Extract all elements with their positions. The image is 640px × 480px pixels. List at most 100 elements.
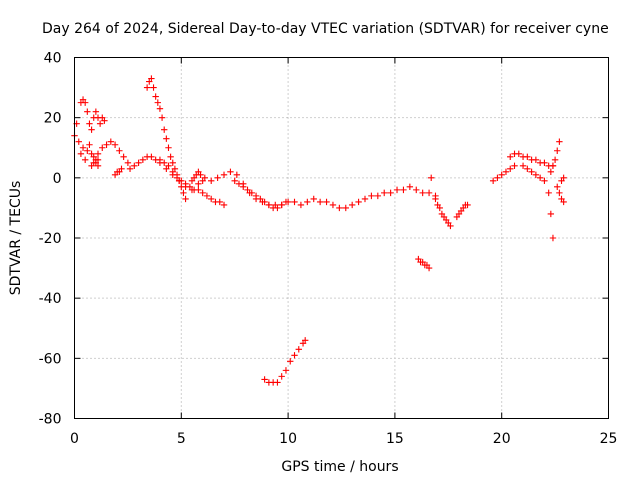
data-point (274, 379, 281, 386)
data-point (282, 367, 290, 374)
data-point (86, 120, 93, 127)
data-point (297, 201, 305, 209)
data-point (169, 159, 176, 166)
data-point (278, 373, 285, 380)
data-point (216, 198, 223, 206)
series-arc-t (554, 183, 567, 206)
data-point (163, 135, 170, 142)
y-tick-label: -80 (39, 412, 62, 428)
data-point (152, 93, 159, 100)
data-point (400, 186, 407, 194)
data-point (208, 177, 215, 185)
data-point (511, 162, 518, 169)
data-point (171, 165, 179, 173)
data-point (148, 153, 155, 160)
data-point (220, 171, 228, 179)
series-arc-p (489, 162, 518, 185)
data-point (79, 144, 87, 151)
data-point (235, 180, 243, 188)
data-point (148, 75, 155, 82)
data-point (240, 183, 247, 191)
data-point (118, 165, 125, 173)
chart-title: Day 264 of 2024, Sidereal Day-to-day VTE… (42, 21, 609, 37)
series-arc-k (261, 337, 309, 386)
data-point (556, 189, 563, 197)
series-arc-e (111, 165, 125, 179)
data-point (220, 201, 228, 209)
data-point (464, 201, 471, 209)
y-tick-label: 0 (53, 171, 62, 187)
data-point (143, 84, 151, 91)
series-arc-m (432, 195, 454, 230)
data-point (163, 165, 170, 173)
series-arc-j (231, 177, 290, 212)
series-arc-u (558, 174, 567, 185)
data-point (81, 156, 89, 163)
x-tick-label: 25 (600, 431, 618, 447)
data-point (507, 165, 514, 173)
series-arc-l (415, 255, 433, 272)
data-point (551, 156, 559, 163)
data-point (528, 168, 535, 176)
data-point (536, 174, 544, 182)
data-point (84, 147, 91, 154)
data-point (291, 198, 298, 206)
data-point (310, 195, 317, 203)
data-point (287, 358, 294, 365)
data-point (374, 192, 382, 200)
data-point (355, 198, 362, 206)
x-tick-label: 0 (70, 431, 79, 447)
series-arc-d (88, 156, 102, 169)
data-point (428, 174, 435, 182)
data-point (393, 186, 401, 194)
data-point (197, 171, 204, 179)
series-arc-b (77, 96, 108, 133)
data-point (227, 168, 234, 176)
data-point (103, 141, 110, 148)
data-point (135, 159, 142, 166)
data-point (182, 183, 189, 191)
data-point (139, 156, 147, 163)
plot-frame (74, 57, 609, 419)
data-point (252, 192, 260, 200)
data-point (231, 177, 238, 185)
x-axis-label: GPS time / hours (281, 459, 398, 475)
data-points (71, 75, 567, 386)
series-arc-c (94, 138, 132, 166)
y-tick-label: -20 (39, 231, 62, 247)
data-point (502, 168, 510, 176)
data-point (195, 180, 202, 188)
data-point (165, 144, 172, 151)
data-point (336, 204, 343, 212)
data-point (507, 153, 514, 160)
data-point (524, 153, 531, 160)
data-point (92, 108, 100, 115)
data-point (498, 171, 505, 179)
data-point (413, 186, 420, 194)
data-point (295, 346, 302, 353)
data-point (436, 204, 443, 212)
data-point (214, 174, 221, 182)
data-point (158, 114, 166, 121)
data-point (278, 201, 285, 209)
data-point (515, 150, 522, 157)
data-point (154, 99, 162, 106)
data-point (425, 189, 433, 197)
data-point (381, 189, 388, 197)
data-point (77, 150, 85, 157)
series-arc-i (188, 168, 206, 185)
data-point (248, 189, 255, 197)
data-point (96, 120, 104, 127)
data-point (156, 105, 164, 112)
data-point (92, 156, 100, 163)
data-point (489, 177, 497, 185)
data-point (182, 195, 189, 203)
data-point (547, 168, 555, 176)
data-point (549, 162, 557, 169)
data-point (99, 144, 106, 151)
data-point (560, 198, 567, 206)
series-arc-h (156, 159, 439, 212)
data-point (120, 153, 127, 160)
data-point (541, 159, 548, 166)
